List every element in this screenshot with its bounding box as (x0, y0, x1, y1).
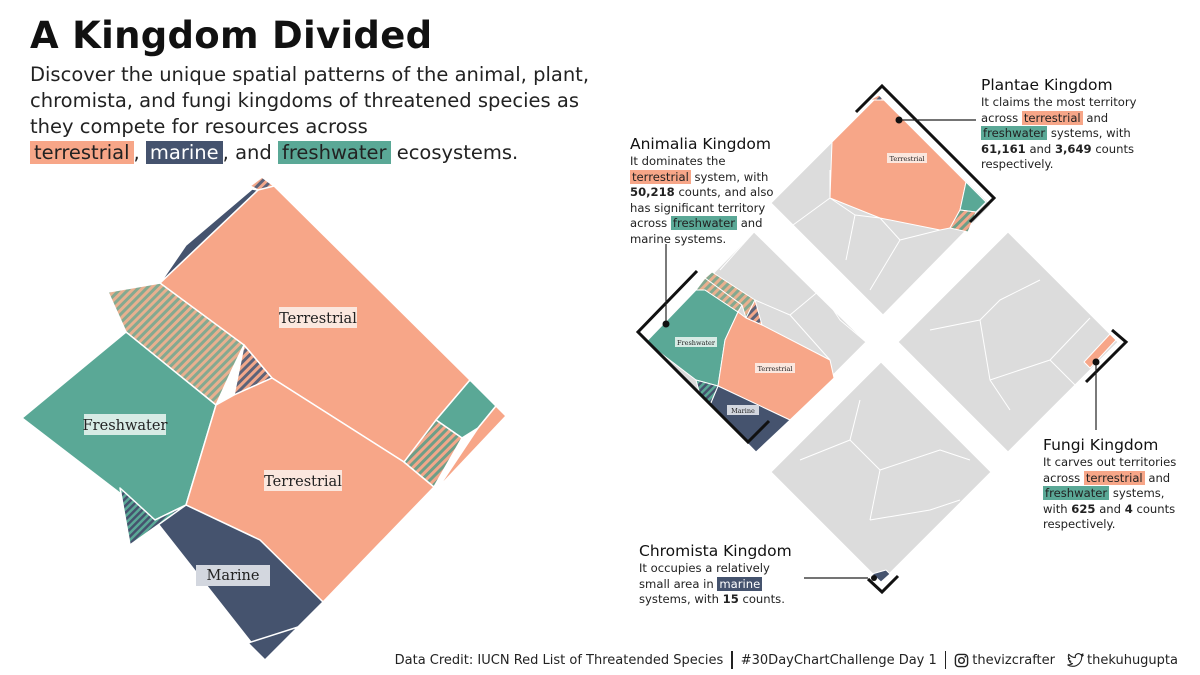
subtitle-marine-highlight: marine (145, 141, 223, 164)
cell-freshwater-marine-stripe (119, 487, 187, 546)
footer-twitter-handle[interactable]: thekuhugupta (1087, 652, 1178, 668)
ann-text: systems, with (1050, 126, 1131, 140)
ann-text: It occupies a relatively small area in (639, 561, 770, 591)
fungi-bracket (1084, 328, 1129, 384)
label-terrestrial-large: Terrestrial (279, 311, 357, 327)
page-subtitle: Discover the unique spatial patterns of … (30, 62, 590, 166)
cell-terrestrial-right-sliver (437, 405, 507, 489)
ann-text: and (1099, 501, 1121, 516)
fungi-terrestrial-cell (1083, 333, 1117, 369)
ann-count: 50,218 (630, 185, 675, 199)
ann-terrestrial-highlight: terrestrial (630, 169, 691, 184)
cell-stripe-top (249, 176, 275, 191)
ann-text: counts, and also has significant territo… (630, 185, 774, 230)
ann-count: 4 (1124, 501, 1133, 516)
chromista-marine-cell (871, 569, 891, 583)
page-title: A Kingdom Divided (30, 14, 433, 57)
ann-text: and (1029, 141, 1052, 156)
plantae-stripe-cell (949, 209, 977, 233)
label-marine: Marine (207, 568, 260, 584)
footer-instagram-handle[interactable]: thevizcrafter (972, 652, 1055, 668)
label-animalia-marine: Marine (731, 407, 755, 415)
footer: Data Credit: IUCN Red List of Threatende… (395, 651, 1178, 669)
ann-freshwater-highlight: freshwater (670, 216, 738, 230)
ann-count: 15 (722, 592, 739, 606)
subtitle-comma: , (133, 141, 140, 164)
annotation-pointers (665, 119, 1097, 579)
ann-text: systems, with (639, 592, 719, 606)
chromista-bracket (866, 574, 900, 595)
annotation-chromista: Chromista Kingdom It occupies a relative… (639, 542, 799, 608)
ann-text: It claims the most territory across (981, 95, 1137, 125)
instagram-icon[interactable] (954, 653, 969, 668)
annotation-fungi-title: Fungi Kingdom (1043, 436, 1159, 454)
ann-marine-highlight: marine (717, 576, 763, 591)
footer-divider (731, 651, 733, 669)
ann-text: and (1148, 470, 1171, 485)
ann-text: It dominates the (630, 154, 726, 168)
annotation-plantae: Plantae Kingdom It claims the most terri… (981, 76, 1151, 173)
subtitle-freshwater-highlight: freshwater (277, 141, 391, 164)
annotation-dots (662, 116, 1100, 581)
ann-freshwater-highlight: freshwater (981, 126, 1048, 140)
ann-text: and (1086, 110, 1109, 125)
cell-marine-sliver (247, 626, 299, 661)
ann-text: counts respectively. (981, 141, 1135, 172)
ann-text: systems, with (1043, 486, 1165, 516)
footer-divider (944, 651, 947, 669)
label-plantae-terrestrial: Terrestrial (890, 155, 925, 163)
subtitle-terrestrial-highlight: terrestrial (30, 141, 134, 164)
ann-text: counts. (742, 592, 785, 606)
footer-challenge: #30DayChartChallenge Day 1 (740, 652, 937, 668)
main-labels: Terrestrial Terrestrial Freshwater Marin… (83, 307, 357, 586)
ann-count: 61,161 (981, 141, 1026, 156)
ann-terrestrial-highlight: terrestrial (1021, 110, 1083, 125)
label-freshwater: Freshwater (83, 418, 168, 434)
ann-text: counts respectively. (1043, 501, 1176, 532)
animalia-bracket (635, 269, 771, 445)
ann-freshwater-highlight: freshwater (1043, 486, 1110, 500)
label-terrestrial-small: Terrestrial (264, 474, 342, 490)
subtitle-text: Discover the unique spatial patterns of … (30, 63, 590, 138)
ann-text: and marine systems. (630, 216, 763, 246)
twitter-bird-icon[interactable] (1067, 652, 1084, 668)
ann-count: 3,649 (1054, 141, 1092, 156)
fungi-diamond (897, 231, 1119, 453)
ann-text: It carves out territories across (1043, 455, 1177, 485)
cell-stripe-right (403, 419, 463, 488)
subtitle-end: ecosystems. (396, 141, 519, 164)
annotation-fungi: Fungi Kingdom It carves out territories … (1043, 436, 1183, 533)
subtitle-and: , and (222, 141, 272, 164)
chromista-diamond (770, 361, 992, 583)
annotation-plantae-title: Plantae Kingdom (981, 76, 1113, 94)
footer-credit: Data Credit: IUCN Red List of Threatende… (394, 652, 724, 668)
annotation-chromista-title: Chromista Kingdom (639, 542, 792, 560)
label-animalia-terrestrial: Terrestrial (758, 365, 793, 373)
annotation-animalia-title: Animalia Kingdom (630, 135, 771, 153)
ann-count: 625 (1071, 501, 1096, 516)
annotation-animalia: Animalia Kingdom It dominates the terres… (630, 135, 780, 247)
ann-terrestrial-highlight: terrestrial (1083, 470, 1145, 485)
plantae-bracket (854, 83, 997, 224)
label-animalia-freshwater: Freshwater (677, 339, 716, 347)
ann-text: system, with (694, 169, 769, 184)
